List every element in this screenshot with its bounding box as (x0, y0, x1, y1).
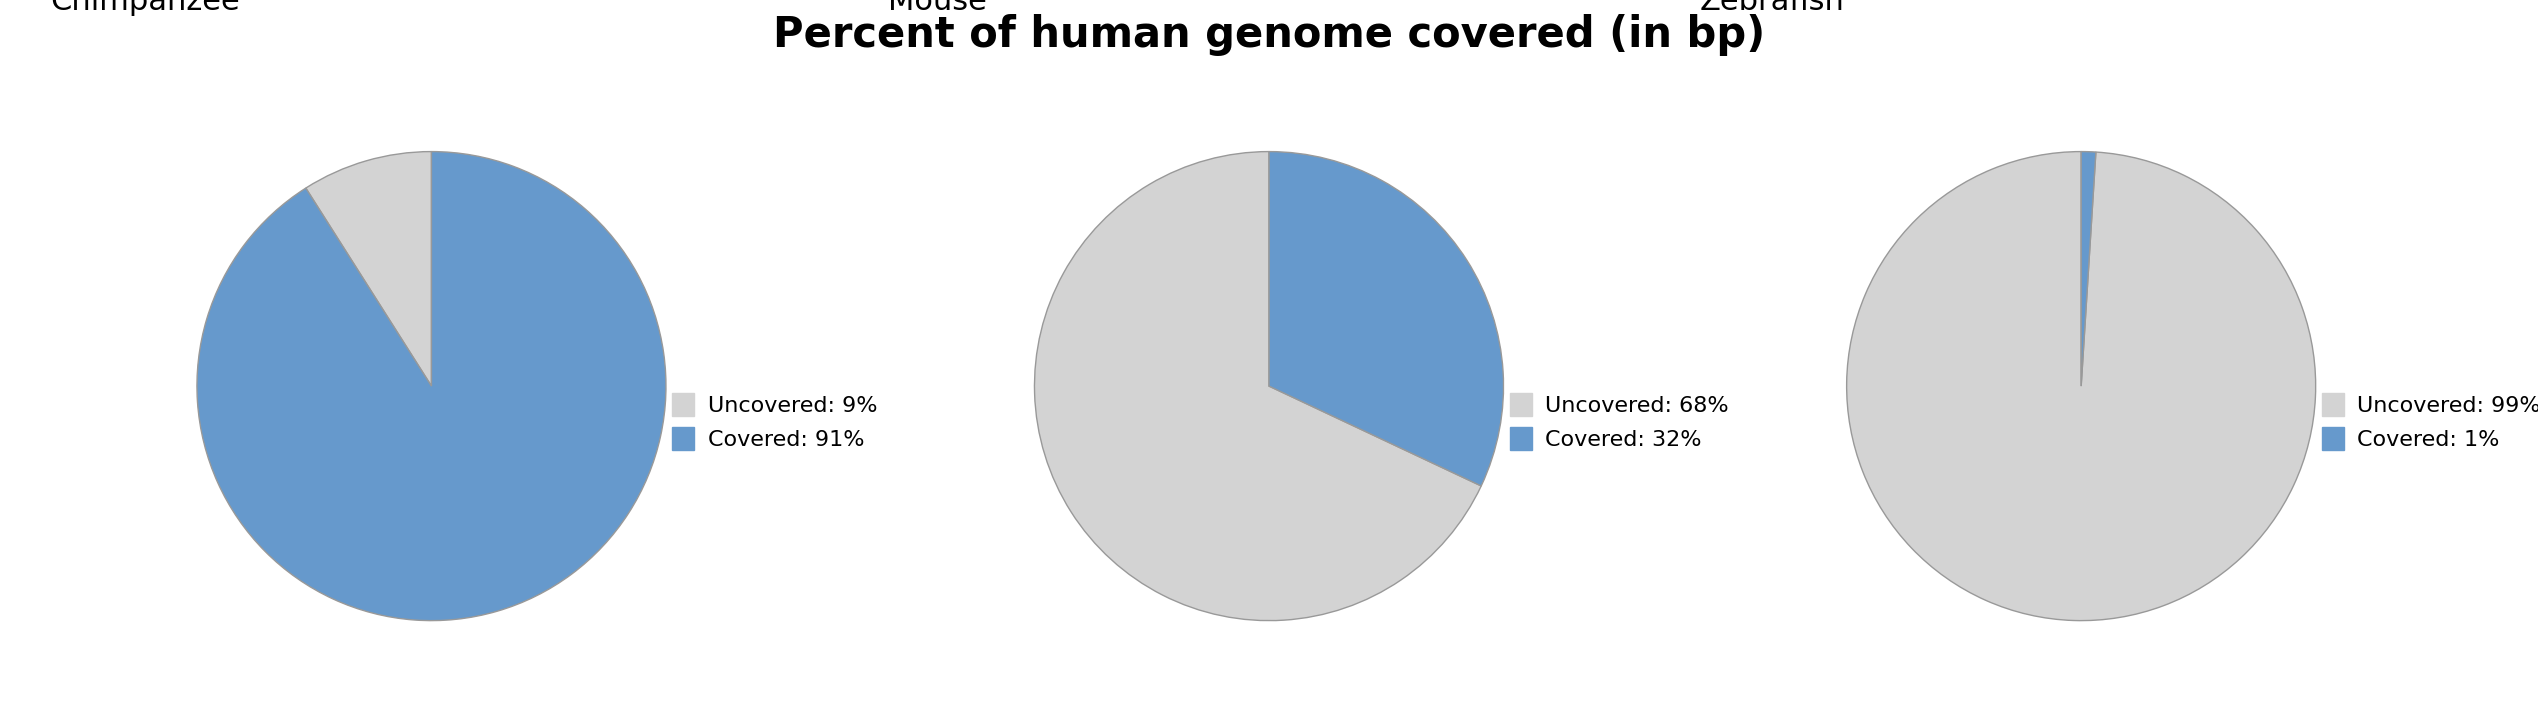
Wedge shape (1269, 152, 1502, 486)
Text: Percent of human genome covered (in bp): Percent of human genome covered (in bp) (774, 14, 1764, 56)
Legend: Uncovered: 99%, Covered: 1%: Uncovered: 99%, Covered: 1% (2315, 386, 2538, 456)
Text: Zebrafish: Zebrafish (1700, 0, 1845, 16)
Wedge shape (305, 152, 431, 386)
Text: Chimpanzee: Chimpanzee (51, 0, 241, 16)
Legend: Uncovered: 9%, Covered: 91%: Uncovered: 9%, Covered: 91% (665, 386, 883, 456)
Wedge shape (2081, 152, 2096, 386)
Wedge shape (1036, 152, 1482, 621)
Legend: Uncovered: 68%, Covered: 32%: Uncovered: 68%, Covered: 32% (1502, 386, 1736, 456)
Wedge shape (198, 152, 665, 621)
Text: Mouse: Mouse (888, 0, 987, 16)
Wedge shape (1848, 152, 2315, 621)
